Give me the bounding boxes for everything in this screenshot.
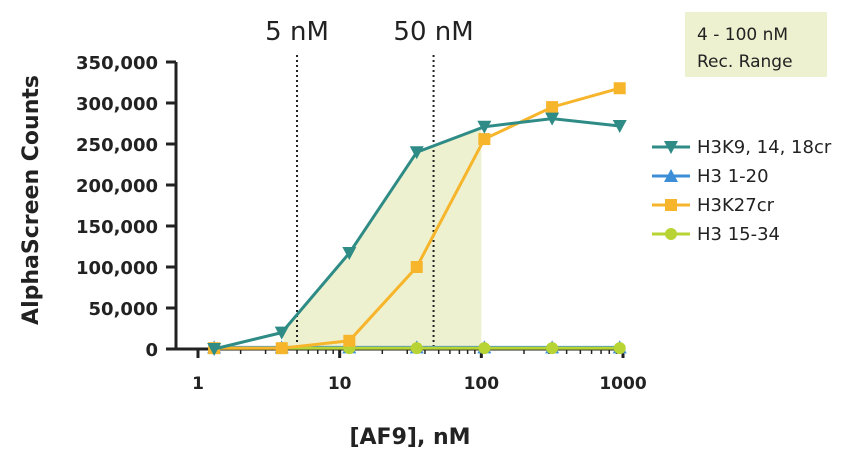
range-annotation-line2: Rec. Range bbox=[697, 52, 793, 72]
legend-label: H3K27cr bbox=[697, 195, 775, 216]
data-point bbox=[343, 334, 356, 347]
legend-marker bbox=[664, 169, 678, 182]
y-tick-label: 50,000 bbox=[89, 299, 158, 320]
y-tick-label: 100,000 bbox=[76, 258, 158, 279]
y-tick-label: 300,000 bbox=[76, 94, 158, 115]
data-point bbox=[410, 342, 423, 355]
shaded-range-layer bbox=[283, 127, 482, 349]
legend: H3K9, 14, 18cr H3 1-20 H3K27cr H3 15-34 bbox=[652, 137, 832, 245]
y-tick-label: 0 bbox=[145, 340, 158, 361]
y-tick-label: 200,000 bbox=[76, 176, 158, 197]
data-point bbox=[342, 247, 357, 261]
data-point bbox=[410, 261, 423, 273]
data-point bbox=[613, 342, 626, 355]
data-point bbox=[275, 342, 288, 355]
y-axis-label: AlphaScreen Counts bbox=[19, 75, 44, 325]
reference-line-label: 50 nM bbox=[393, 17, 473, 47]
legend-label: H3K9, 14, 18cr bbox=[697, 137, 832, 158]
recommended-range-area bbox=[283, 127, 482, 349]
data-point bbox=[477, 120, 492, 134]
data-point bbox=[613, 82, 626, 95]
y-tick-label: 350,000 bbox=[76, 53, 158, 74]
legend-label: H3 1-20 bbox=[697, 166, 769, 187]
y-tick-label: 150,000 bbox=[76, 217, 158, 238]
reference-lines-layer: 5 nM 50 nM bbox=[265, 17, 474, 349]
y-tick-label: 250,000 bbox=[76, 135, 158, 156]
legend-label: H3 15-34 bbox=[697, 224, 780, 245]
legend-marker bbox=[665, 199, 677, 211]
legend-marker bbox=[665, 228, 677, 240]
x-tick-label: 100 bbox=[464, 374, 500, 394]
reference-line-label: 5 nM bbox=[265, 17, 329, 47]
data-point bbox=[478, 342, 491, 355]
x-tick-label: 1000 bbox=[599, 374, 646, 394]
range-annotation-line1: 4 - 100 nM bbox=[697, 25, 788, 45]
data-point bbox=[545, 112, 560, 126]
legend-marker bbox=[664, 141, 678, 154]
data-point bbox=[546, 342, 559, 355]
data-point bbox=[409, 146, 424, 160]
x-tick-label: 10 bbox=[328, 374, 352, 394]
series-layer bbox=[207, 82, 627, 356]
x-tick-label: 1 bbox=[192, 374, 204, 394]
data-point bbox=[478, 133, 491, 146]
x-axis-label: [AF9], nM bbox=[349, 425, 470, 450]
data-point bbox=[207, 343, 222, 356]
data-point bbox=[612, 119, 627, 133]
data-point bbox=[274, 326, 289, 340]
data-point bbox=[546, 101, 559, 114]
axes-layer: 0 50,000 100,000 150,000 200,000 250,000 300,0… bbox=[76, 53, 647, 394]
range-annotation-box bbox=[685, 12, 827, 77]
